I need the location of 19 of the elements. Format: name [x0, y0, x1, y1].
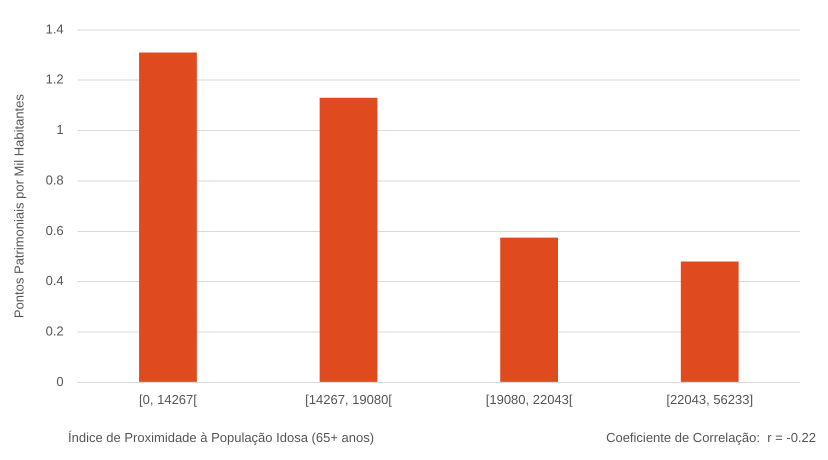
y-tick-label: 0.6	[46, 222, 64, 238]
x-tick-label: [14267, 19080[	[305, 392, 392, 407]
y-tick-label: 1	[56, 122, 64, 138]
bar	[139, 52, 197, 382]
y-tick-label: 0.2	[46, 324, 64, 339]
y-tick-label: 0	[56, 374, 64, 389]
bar	[320, 98, 378, 382]
y-tick-label: 1.4	[46, 21, 64, 36]
y-tick-label: 0.4	[46, 273, 64, 288]
y-tick-label: 1.2	[46, 72, 64, 87]
text: Coeficiente de Correlação: r = -0.22	[606, 430, 816, 445]
x-tick-label: [0, 14267[	[139, 392, 198, 407]
bar	[680, 262, 739, 382]
x-tick-label: [22043, 56233]	[666, 392, 754, 407]
y-axis-title: Pontos Patrimoniais por Mil Habitantes	[11, 94, 26, 318]
bar	[500, 238, 558, 382]
x-tick-label: [19080, 22043[	[486, 392, 573, 407]
y-tick-label: 0.8	[46, 172, 64, 188]
x-axis-title: Índice de Proximidade à População Idosa (65+ anos)	[68, 430, 374, 445]
